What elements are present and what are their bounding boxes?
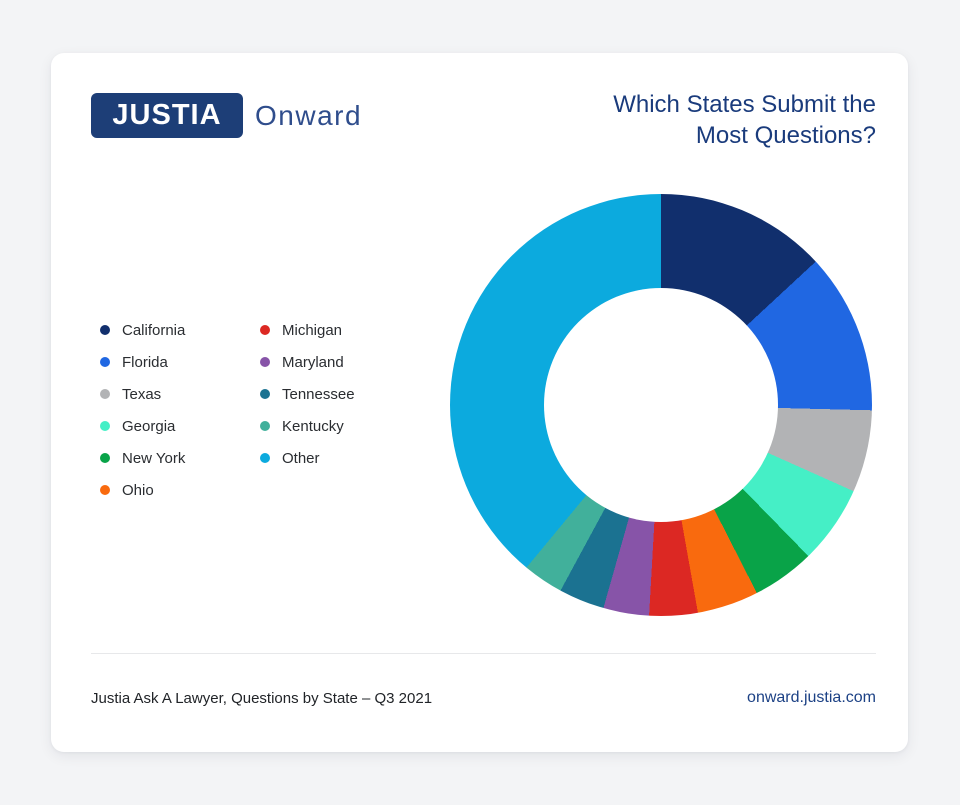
ohio-legend-dot [100, 485, 110, 495]
source-caption: Justia Ask A Lawyer, Questions by State … [91, 690, 433, 707]
donut-chart [450, 194, 872, 616]
legend-item-other: Other [260, 442, 420, 474]
legend-item-tennessee: Tennessee [260, 378, 420, 410]
tennessee-legend-label: Tennessee [282, 385, 355, 403]
legend-item-california: California [100, 314, 260, 346]
legend-item-maryland: Maryland [260, 346, 420, 378]
legend-item-texas: Texas [100, 378, 260, 410]
onward-site-link[interactable]: onward.justia.com [747, 689, 876, 706]
donut-hole [544, 288, 778, 522]
other-legend-dot [260, 453, 270, 463]
texas-legend-dot [100, 389, 110, 399]
footer-divider [91, 653, 876, 654]
other-legend-label: Other [282, 449, 320, 467]
maryland-legend-label: Maryland [282, 353, 344, 371]
michigan-legend-label: Michigan [282, 321, 343, 339]
legend-item-florida: Florida [100, 346, 260, 378]
texas-legend-label: Texas [122, 385, 162, 403]
maryland-legend-dot [260, 357, 270, 367]
brand-lockup: JUSTIA Onward [91, 93, 362, 138]
georgia-legend-label: Georgia [122, 417, 176, 435]
legend-item-georgia: Georgia [100, 410, 260, 442]
georgia-legend-dot [100, 421, 110, 431]
florida-legend-dot [100, 357, 110, 367]
new-york-legend-dot [100, 453, 110, 463]
legend-item-michigan: Michigan [260, 314, 420, 346]
florida-legend-label: Florida [122, 353, 168, 371]
infographic-card: JUSTIA Onward Which States Submit the Mo… [51, 53, 908, 752]
california-legend-dot [100, 325, 110, 335]
kentucky-legend-label: Kentucky [282, 417, 344, 435]
california-legend-label: California [122, 321, 186, 339]
tennessee-legend-dot [260, 389, 270, 399]
justia-logo: JUSTIA [91, 93, 243, 138]
chart-legend: California Florida Texas Georgia New York Ohi… [100, 314, 420, 506]
kentucky-legend-dot [260, 421, 270, 431]
legend-item-kentucky: Kentucky [260, 410, 420, 442]
ohio-legend-label: Ohio [122, 481, 154, 499]
new-york-legend-label: New York [122, 449, 186, 467]
michigan-legend-dot [260, 325, 270, 335]
justia-logo-text: JUSTIA [112, 99, 222, 131]
legend-item-ohio: Ohio [100, 474, 260, 506]
legend-item-new-york: New York [100, 442, 260, 474]
onward-wordmark: Onward [255, 99, 363, 131]
chart-title-line1: Which States Submit the [613, 91, 876, 118]
chart-title: Which States Submit the Most Questions? [613, 89, 876, 151]
chart-title-line2: Most Questions? [695, 122, 876, 149]
